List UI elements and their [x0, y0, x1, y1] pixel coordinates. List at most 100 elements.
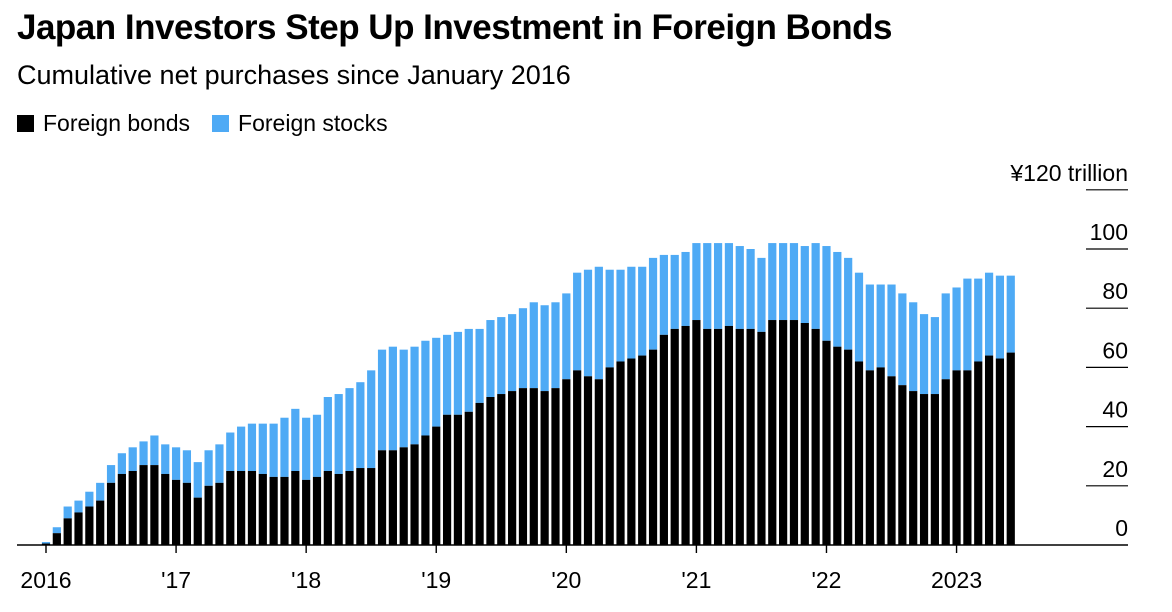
bar-foreign-bonds [41, 543, 51, 545]
bar-foreign-bonds [779, 320, 788, 545]
x-tick-label: '17 [161, 567, 191, 593]
bar-foreign-stocks [388, 346, 397, 451]
bar-foreign-stocks [312, 414, 322, 477]
bar-foreign-stocks [410, 346, 419, 445]
y-tick-label: ¥120 trillion [1009, 160, 1128, 186]
bar-foreign-bonds [963, 370, 972, 545]
bar-foreign-bonds [583, 376, 593, 545]
bar-foreign-bonds [594, 379, 603, 545]
bar-foreign-stocks [269, 423, 278, 477]
bar-foreign-bonds [724, 325, 734, 545]
chart-title: Japan Investors Step Up Investment in Fo… [17, 8, 892, 47]
bar-foreign-bonds [616, 361, 625, 545]
bar-foreign-bonds [909, 391, 918, 545]
bar-foreign-bonds [811, 328, 820, 545]
bar-foreign-stocks [605, 269, 614, 368]
bar-foreign-stocks [540, 305, 549, 392]
bar-foreign-stocks [616, 269, 625, 362]
bar-foreign-stocks [258, 423, 267, 474]
bar-foreign-stocks [323, 397, 332, 471]
bar-foreign-stocks [854, 272, 864, 362]
bar-foreign-stocks [898, 293, 907, 386]
bar-foreign-bonds [768, 320, 777, 545]
bar-foreign-bonds [410, 444, 419, 545]
bar-foreign-stocks [52, 527, 61, 534]
bar-foreign-bonds [952, 370, 961, 545]
bar-foreign-stocks [844, 257, 853, 350]
bar-foreign-stocks [583, 269, 593, 377]
bar-foreign-bonds [85, 506, 94, 545]
bar-foreign-stocks [735, 246, 744, 329]
bar-foreign-bonds [887, 376, 896, 545]
bar-foreign-stocks [497, 317, 506, 395]
bar-foreign-bonds [226, 471, 235, 545]
y-tick-label: 60 [1102, 337, 1128, 363]
bar-foreign-stocks [453, 331, 463, 415]
bar-foreign-stocks [713, 243, 723, 329]
bar-foreign-stocks [952, 287, 961, 371]
bar-foreign-bonds [128, 471, 137, 545]
bar-foreign-bonds [551, 388, 560, 545]
bar-foreign-stocks [280, 417, 289, 477]
bar-foreign-bonds [464, 411, 473, 545]
bar-foreign-bonds [540, 391, 549, 545]
bar-foreign-stocks [692, 243, 701, 321]
bar-foreign-stocks [724, 243, 734, 326]
bar-foreign-stocks [551, 302, 560, 389]
bar-foreign-bonds [573, 370, 582, 545]
bar-foreign-bonds [930, 394, 939, 545]
legend: Foreign bonds Foreign stocks [17, 110, 410, 137]
bar-foreign-stocks [334, 394, 343, 474]
bar-foreign-bonds [247, 471, 257, 545]
bar-foreign-bonds [508, 391, 517, 545]
bar-foreign-bonds [323, 471, 332, 545]
bar-foreign-stocks [193, 462, 202, 498]
bar-foreign-bonds [280, 476, 289, 545]
bar-foreign-stocks [367, 370, 376, 469]
y-tick-label: 0 [1115, 515, 1128, 541]
legend-item-foreign-stocks: Foreign stocks [212, 110, 388, 137]
bar-foreign-stocks [291, 408, 300, 471]
bar-foreign-stocks [204, 450, 213, 486]
bar-foreign-stocks [638, 266, 647, 356]
bar-foreign-stocks [345, 388, 354, 471]
bar-foreign-bonds [302, 479, 311, 545]
bar-foreign-stocks [703, 243, 712, 329]
bar-foreign-bonds [269, 476, 278, 545]
bar-foreign-stocks [963, 278, 972, 371]
legend-item-foreign-bonds: Foreign bonds [17, 110, 190, 137]
bar-foreign-stocks [670, 254, 679, 329]
bar-foreign-stocks [182, 450, 192, 483]
bar-foreign-stocks [226, 432, 235, 471]
bar-foreign-stocks [594, 266, 603, 380]
bar-foreign-stocks [757, 257, 766, 332]
bar-foreign-bonds [974, 361, 983, 545]
bar-foreign-bonds [605, 367, 614, 545]
bar-foreign-stocks [128, 447, 137, 471]
bar-foreign-bonds [995, 358, 1005, 545]
bar-foreign-stocks [941, 293, 950, 380]
bar-foreign-bonds [161, 473, 170, 545]
bar-foreign-bonds [984, 355, 994, 545]
x-tick-label: '22 [811, 567, 841, 593]
bar-foreign-stocks [106, 465, 116, 483]
bar-foreign-bonds [692, 320, 701, 545]
legend-label-foreign-bonds: Foreign bonds [43, 110, 191, 136]
bar-foreign-bonds [865, 370, 874, 545]
bar-foreign-bonds [703, 328, 712, 545]
bar-foreign-bonds [822, 340, 831, 545]
bar-foreign-stocks [96, 482, 105, 501]
bar-foreign-bonds [421, 435, 430, 545]
bar-foreign-bonds [171, 479, 181, 545]
y-tick-label: 80 [1102, 278, 1128, 304]
bar-foreign-stocks [627, 266, 636, 359]
bar-foreign-bonds [648, 349, 658, 545]
bar-foreign-stocks [475, 328, 484, 403]
bar-foreign-bonds [844, 349, 853, 545]
bar-foreign-stocks [41, 542, 51, 544]
x-tick-label: '18 [291, 567, 321, 593]
bar-foreign-bonds [367, 468, 376, 545]
bar-foreign-bonds [735, 328, 744, 545]
bar-foreign-stocks [150, 435, 159, 466]
bar-foreign-bonds [117, 473, 126, 545]
